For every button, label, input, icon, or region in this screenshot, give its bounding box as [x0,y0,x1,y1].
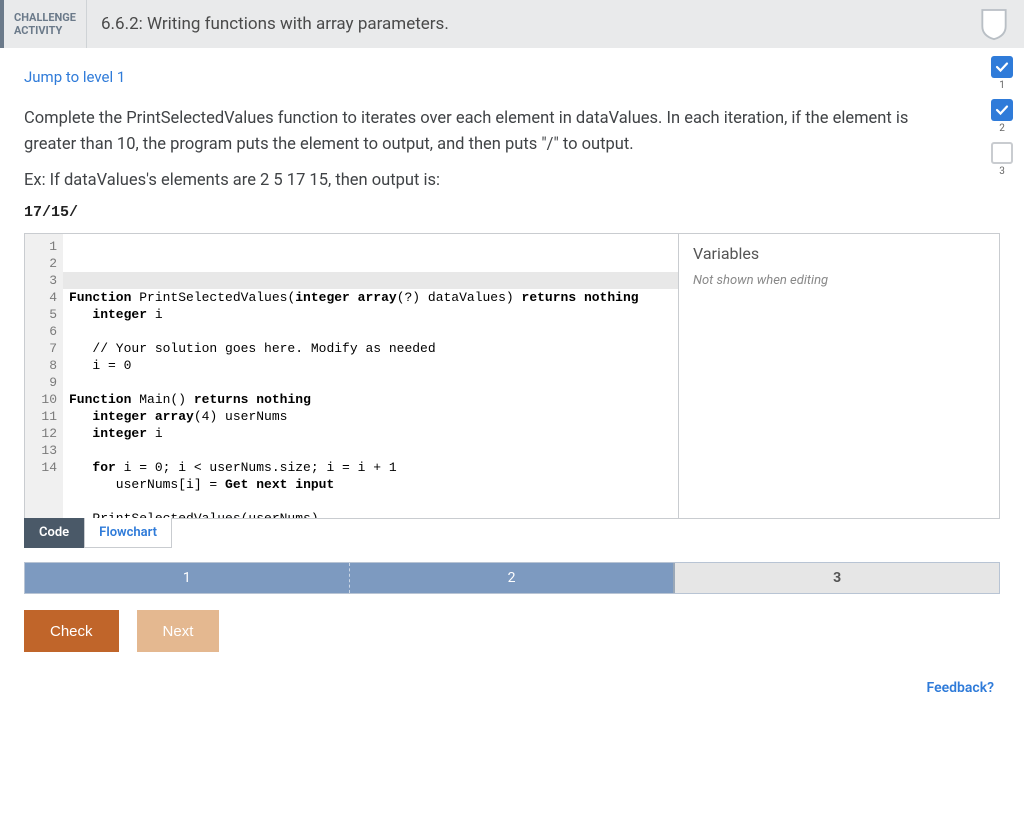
variables-panel: Variables Not shown when editing [679,234,999,518]
jump-to-level-link[interactable]: Jump to level 1 [24,68,125,86]
code-lines[interactable]: Function PrintSelectedValues(integer arr… [63,234,678,518]
editor-tabs: Code Flowchart [24,518,1000,548]
label-line2: ACTIVITY [14,24,76,37]
code-editor: 1234567891011121314 Function PrintSelect… [24,233,1000,519]
shield-icon [980,7,1008,41]
variables-title: Variables [693,244,985,263]
progress-indicator: 1 2 3 [990,56,1014,183]
tab-code[interactable]: Code [24,518,84,548]
progress-num-1: 1 [999,80,1005,91]
activity-title: 6.6.2: Writing functions with array para… [87,14,449,34]
example-label: Ex: If dataValues's elements are 2 5 17 … [24,171,1000,190]
activity-header: CHALLENGE ACTIVITY 6.6.2: Writing functi… [0,0,1024,48]
progress-step-1[interactable] [991,56,1013,78]
action-buttons: Check Next [24,610,1000,652]
feedback-link[interactable]: Feedback? [24,680,1000,696]
example-output: 17/15/ [24,204,1000,221]
activity-type-label: CHALLENGE ACTIVITY [4,0,87,48]
next-button[interactable]: Next [137,610,220,652]
check-button[interactable]: Check [24,610,119,652]
step-2[interactable]: 2 [349,563,674,593]
activity-content: 1 2 3 Jump to level 1 Complete the Print… [0,48,1024,706]
active-line-highlight [63,272,678,289]
step-3[interactable]: 3 [673,563,999,593]
progress-step-3[interactable] [991,142,1013,164]
label-line1: CHALLENGE [14,11,76,24]
attempt-step-bar: 1 2 3 [24,562,1000,594]
progress-step-2[interactable] [991,99,1013,121]
progress-num-3: 3 [999,166,1005,177]
line-gutter: 1234567891011121314 [25,234,63,518]
check-icon [995,60,1009,74]
step-1[interactable]: 1 [25,563,349,593]
code-area[interactable]: 1234567891011121314 Function PrintSelect… [25,234,679,518]
check-icon [995,103,1009,117]
variables-note: Not shown when editing [693,273,985,288]
progress-num-2: 2 [999,123,1005,134]
tab-flowchart[interactable]: Flowchart [84,518,172,548]
instructions-text: Complete the PrintSelectedValues functio… [24,106,1000,157]
